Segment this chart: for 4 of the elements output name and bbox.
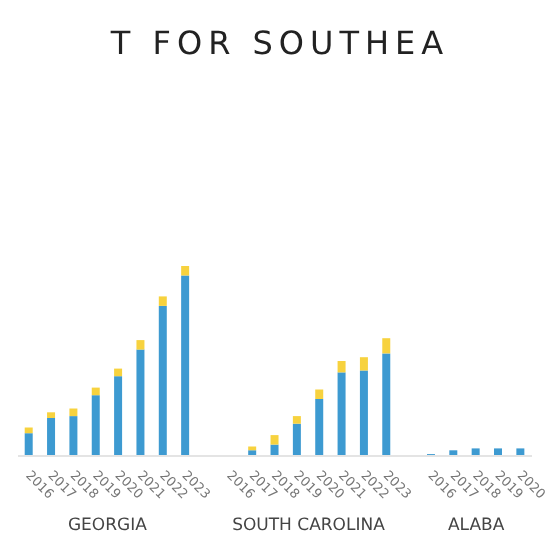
text: ALABA	[447, 516, 505, 536]
chart-title: T FOR SOUTHEA	[108, 24, 452, 62]
text: SOUTH CAROLINA	[230, 516, 387, 536]
text: GEORGIA	[65, 516, 149, 536]
